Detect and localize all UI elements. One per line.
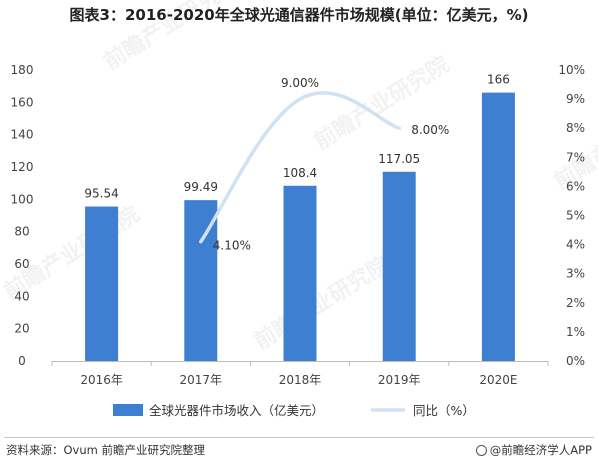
left-axis-tick-label: 60: [14, 257, 29, 271]
right-axis-tick-label: 5%: [566, 209, 585, 223]
right-axis-tick-label: 3%: [566, 267, 585, 281]
watermark-text: 前瞻产业研究院: [99, 0, 243, 75]
watermark-text: 前瞻产业研究院: [309, 51, 453, 155]
legend-label-line: 同比（%）: [413, 403, 475, 418]
right-axis-tick-label: 2%: [566, 296, 585, 310]
right-axis-tick-label: 8%: [566, 121, 585, 135]
left-axis-tick-label: 160: [11, 95, 34, 109]
chart-title: 图表3：2016-2020年全球光通信器件市场规模(单位：亿美元，%): [69, 6, 529, 24]
legend: 全球光器件市场收入（亿美元） 同比（%）: [113, 403, 475, 418]
right-axis: 0% 1% 2% 3% 4% 5% 6% 7% 8% 9% 10%: [558, 63, 585, 368]
bar-value-label: 166: [487, 73, 510, 87]
x-axis-tick-label: 2019年: [378, 373, 421, 387]
credit-text: @前瞻经济学人APP: [489, 443, 592, 457]
left-axis-tick-label: 0: [18, 354, 26, 368]
x-axis-tick-label: 2017年: [180, 373, 223, 387]
right-axis-tick-label: 0%: [566, 354, 585, 368]
x-axis: 2016年 2017年 2018年 2019年 2020E: [51, 361, 549, 387]
left-axis-tick-label: 180: [11, 63, 34, 77]
app-logo-icon: [475, 445, 487, 456]
left-axis-tick-label: 40: [14, 289, 29, 303]
line-series: 4.10% 9.00% 8.00%: [199, 76, 449, 253]
right-axis-tick-label: 4%: [566, 238, 585, 252]
x-axis-tick-label: 2020E: [479, 373, 517, 387]
bar: [382, 171, 416, 361]
bar-series: 95.54 99.49 108.4 117.05 166: [84, 73, 515, 361]
line-value-label: 8.00%: [411, 123, 449, 137]
legend-label-bar: 全球光器件市场收入（亿美元）: [149, 403, 324, 418]
right-axis-tick-label: 10%: [558, 63, 585, 77]
bar: [481, 92, 515, 361]
bar: [85, 206, 119, 361]
line-value-label: 9.00%: [281, 76, 319, 90]
right-axis-tick-label: 6%: [566, 179, 585, 193]
left-axis-tick-label: 100: [11, 192, 34, 206]
line-value-label: 4.10%: [213, 239, 251, 253]
footer-divider: [4, 437, 594, 438]
right-axis-tick-label: 9%: [566, 92, 585, 106]
left-axis-tick-label: 140: [11, 128, 34, 142]
credit: @前瞻经济学人APP: [475, 442, 592, 458]
line-path: [199, 91, 401, 244]
legend-swatch-bar: [113, 404, 143, 416]
bar-value-label: 117.05: [378, 152, 420, 166]
left-axis-tick-label: 80: [14, 225, 29, 239]
bar-value-label: 108.4: [283, 166, 317, 180]
left-axis: 0 20 40 60 80 100 120 140 160 180: [11, 63, 34, 368]
bar: [283, 185, 317, 361]
bar-value-label: 99.49: [184, 180, 218, 194]
left-axis-tick-label: 120: [11, 160, 34, 174]
right-axis-tick-label: 1%: [566, 325, 585, 339]
right-axis-tick-label: 7%: [566, 150, 585, 164]
bar-value-label: 95.54: [84, 187, 118, 201]
watermark-text: 前瞻产业研究院: [249, 251, 393, 355]
source-note: 资料来源：Ovum 前瞻产业研究院整理: [6, 443, 206, 457]
x-axis-tick-label: 2016年: [80, 373, 123, 387]
left-axis-tick-label: 20: [14, 322, 29, 336]
x-axis-tick-label: 2018年: [279, 373, 322, 387]
